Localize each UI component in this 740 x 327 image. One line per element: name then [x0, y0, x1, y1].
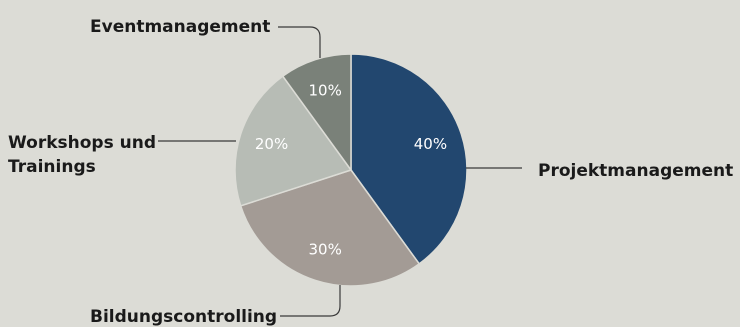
pie-slice-projektmanagement: [350, 53, 468, 265]
category-label-projektmanagement: Projektmanagement: [538, 161, 733, 181]
category-label-bildungscontrolling: Bildungscontrolling: [90, 307, 277, 327]
leader-line-bildungscontrolling: [280, 285, 341, 317]
value-label-workshops-und-trainings: 20%: [255, 135, 288, 153]
pie-slice-eventmanagement: [281, 53, 352, 173]
leader-line-eventmanagement: [278, 26, 321, 58]
value-label-projektmanagement: 40%: [414, 135, 447, 153]
value-label-eventmanagement: 10%: [309, 82, 342, 100]
category-label-eventmanagement: Eventmanagement: [90, 17, 270, 37]
pie-slice-workshops-und-trainings: [234, 75, 353, 207]
category-label-workshops-line-2: Trainings: [8, 157, 96, 177]
value-label-bildungscontrolling: 30%: [309, 240, 342, 258]
category-label-workshops-line-1: Workshops und: [8, 133, 156, 153]
pie-slice-bildungscontrolling: [239, 169, 421, 287]
